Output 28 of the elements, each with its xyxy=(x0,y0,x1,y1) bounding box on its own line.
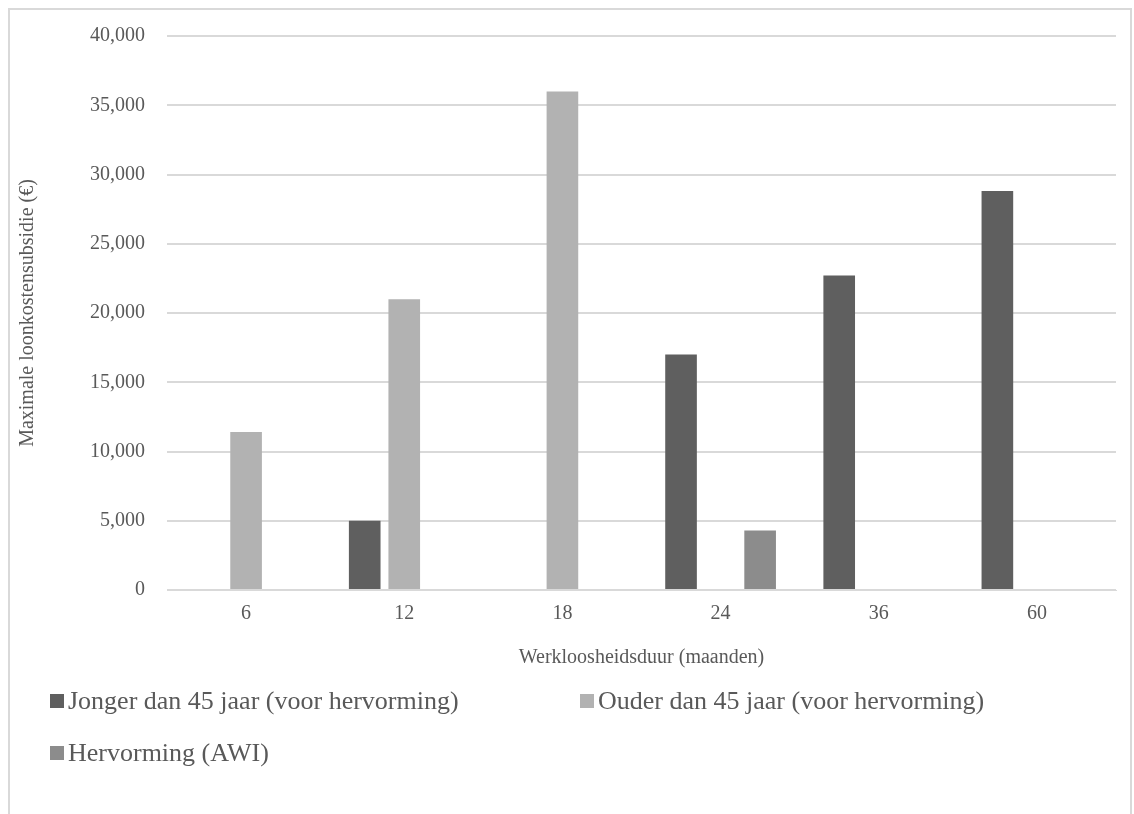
bar xyxy=(981,191,1014,589)
y-tick-label: 25,000 xyxy=(90,231,145,253)
y-tick-label: 0 xyxy=(135,577,145,600)
y-tick-label: 30,000 xyxy=(90,161,145,184)
y-tick-label: 15,000 xyxy=(90,369,145,392)
bar xyxy=(348,520,381,589)
x-tick-label: 24 xyxy=(710,601,731,624)
y-tick-label: 10,000 xyxy=(90,438,145,461)
bar xyxy=(546,91,579,589)
y-tick-label: 40,000 xyxy=(90,23,145,46)
legend-label: Jonger dan 45 jaar (voor hervorming) xyxy=(68,686,459,716)
legend-label: Hervorming (AWI) xyxy=(68,738,269,768)
y-tick-label: 5,000 xyxy=(100,508,145,530)
x-axis-title: Werkloosheidsduur (maanden) xyxy=(518,645,765,669)
y-tick-label: 20,000 xyxy=(90,300,145,323)
bar xyxy=(665,354,697,589)
x-tick-label: 60 xyxy=(1026,601,1047,624)
bar xyxy=(823,275,856,589)
bar xyxy=(388,299,421,589)
x-tick-label: 18 xyxy=(552,601,573,624)
x-tick-label: 12 xyxy=(394,601,415,624)
y-axis-title: Maximale loonkostensubsidie (€) xyxy=(15,179,39,447)
y-tick-label: 35,000 xyxy=(90,92,145,115)
x-tick-label: 36 xyxy=(868,601,889,624)
legend-label: Ouder dan 45 jaar (voor hervorming) xyxy=(598,686,985,716)
x-tick-label: 6 xyxy=(241,601,252,624)
bar xyxy=(744,530,776,589)
bar xyxy=(230,432,262,589)
